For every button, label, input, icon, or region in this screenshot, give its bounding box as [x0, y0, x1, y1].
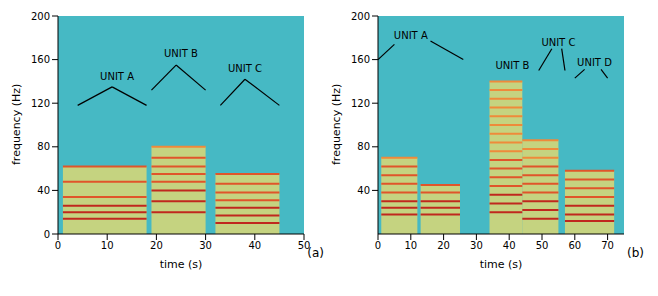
svg-text:50: 50 — [297, 240, 311, 252]
svg-text:UNIT D: UNIT D — [577, 57, 612, 68]
svg-text:UNIT C: UNIT C — [541, 37, 575, 48]
html-text:(a): (a) — [307, 246, 324, 260]
svg-text:time (s): time (s) — [480, 258, 523, 271]
svg-text:80: 80 — [357, 141, 370, 152]
svg-text:50: 50 — [536, 240, 549, 251]
svg-text:UNIT B: UNIT B — [496, 60, 530, 71]
svg-text:30: 30 — [470, 240, 483, 251]
svg-text:20: 20 — [150, 240, 163, 251]
svg-text:30: 30 — [199, 240, 212, 251]
svg-text:120: 120 — [31, 98, 50, 109]
svg-text:10: 10 — [404, 240, 417, 251]
html-text:(b): (b) — [627, 246, 644, 260]
svg-text:40: 40 — [357, 185, 370, 196]
svg-text:0: 0 — [44, 229, 50, 240]
svg-text:frequency (Hz): frequency (Hz) — [10, 84, 23, 165]
svg-text:10: 10 — [101, 240, 114, 251]
svg-text:20: 20 — [437, 240, 450, 251]
svg-text:60: 60 — [568, 240, 581, 251]
svg-text:200: 200 — [31, 11, 50, 22]
svg-text:UNIT C: UNIT C — [228, 63, 262, 74]
svg-text:160: 160 — [31, 54, 50, 65]
svg-text:80: 80 — [37, 141, 50, 152]
svg-text:40: 40 — [503, 240, 516, 251]
svg-text:160: 160 — [351, 54, 370, 65]
svg-text:40: 40 — [37, 185, 50, 196]
svg-text:0: 0 — [375, 240, 381, 251]
svg-text:40: 40 — [248, 240, 261, 251]
svg-text:UNIT A: UNIT A — [394, 30, 428, 41]
svg-text:70: 70 — [601, 240, 614, 251]
svg-text:frequency (Hz): frequency (Hz) — [330, 84, 343, 165]
svg-text:200: 200 — [351, 11, 370, 22]
svg-text:UNIT A: UNIT A — [100, 71, 134, 82]
svg-text:0: 0 — [55, 240, 61, 251]
svg-text:time (s): time (s) — [160, 258, 203, 271]
svg-text:120: 120 — [351, 98, 370, 109]
svg-text:UNIT B: UNIT B — [164, 48, 198, 59]
